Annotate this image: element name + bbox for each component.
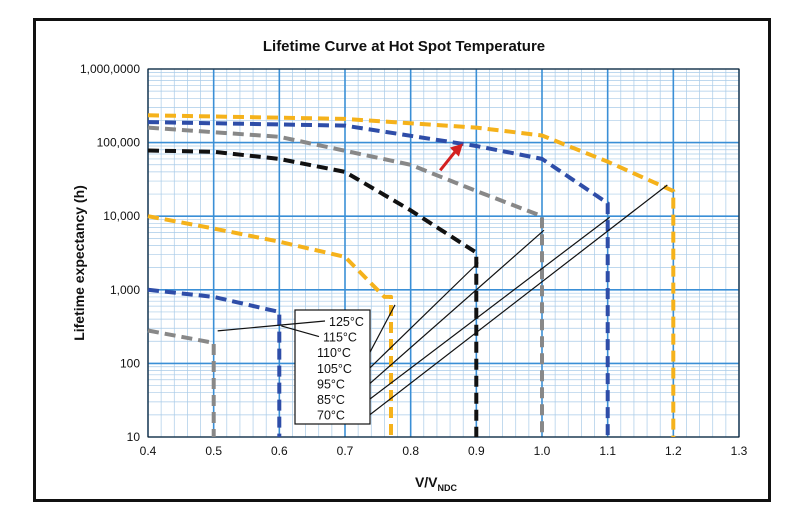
x-tick-label: 1.3 — [731, 444, 748, 458]
series-layer — [147, 113, 676, 437]
legend-label: 110°C — [317, 346, 351, 360]
x-axis-label-main: V/V — [415, 474, 438, 490]
legend-label: 115°C — [323, 331, 357, 345]
legend-label: 105°C — [317, 362, 352, 376]
x-tick-label: 0.9 — [468, 444, 485, 458]
chart-frame: Lifetime Curve at Hot Spot Temperature 1… — [33, 18, 771, 502]
chart-title: Lifetime Curve at Hot Spot Temperature — [263, 38, 545, 55]
leader-125c — [217, 320, 326, 332]
y-tick-label: 1,000,0000 — [80, 62, 140, 76]
x-axis-label: V/VNDC — [415, 474, 458, 493]
x-tick-label: 1.2 — [665, 444, 682, 458]
leader-70c — [369, 184, 668, 416]
y-tick-labels: 10 100 1,000 10,000 100,000 1,000,0000 — [80, 62, 140, 444]
legend-label: 70°C — [317, 409, 345, 423]
x-tick-label: 1.0 — [534, 444, 551, 458]
red-arrow-shaft — [439, 149, 458, 172]
x-tick-label: 1.1 — [599, 444, 616, 458]
legend-label: 95°C — [317, 377, 345, 391]
y-tick-label: 10,000 — [103, 209, 140, 223]
y-tick-label: 100,000 — [97, 136, 141, 150]
lifetime-chart: Lifetime Curve at Hot Spot Temperature 1… — [71, 38, 748, 493]
series-line-110c — [147, 214, 393, 437]
minor-gridlines — [148, 69, 739, 437]
x-tick-label: 0.6 — [271, 444, 288, 458]
leader-110c — [369, 304, 396, 353]
leader-85c — [369, 216, 611, 400]
series-line-70c — [147, 113, 676, 437]
series-line-95c — [147, 125, 544, 437]
legend-label: 125°C — [329, 315, 364, 329]
leader-105c — [369, 262, 479, 369]
leader-95c — [369, 229, 545, 384]
x-tick-label: 0.8 — [402, 444, 419, 458]
plot-border — [147, 68, 740, 438]
leader-lines — [217, 184, 668, 416]
x-axis-label-sub: NDC — [438, 483, 458, 493]
y-tick-label: 1,000 — [110, 283, 140, 297]
series-line-125c — [147, 328, 216, 437]
red-arrow-head — [449, 143, 463, 157]
y-tick-label: 100 — [120, 356, 140, 370]
series-line-115c — [147, 287, 282, 437]
y-tick-label: 10 — [127, 430, 141, 444]
y-axis-label: Lifetime expectancy (h) — [71, 185, 87, 341]
x-tick-label: 0.7 — [337, 444, 354, 458]
legend-label: 85°C — [317, 393, 345, 407]
x-tick-labels: 0.4 0.5 0.6 0.7 0.8 0.9 1.0 1.1 1.2 1.3 — [140, 444, 748, 458]
series-line-85c — [147, 120, 610, 437]
red-arrow-icon — [439, 143, 463, 172]
x-tick-label: 0.4 — [140, 444, 157, 458]
x-tick-label: 0.5 — [205, 444, 222, 458]
leader-115c — [281, 325, 320, 338]
